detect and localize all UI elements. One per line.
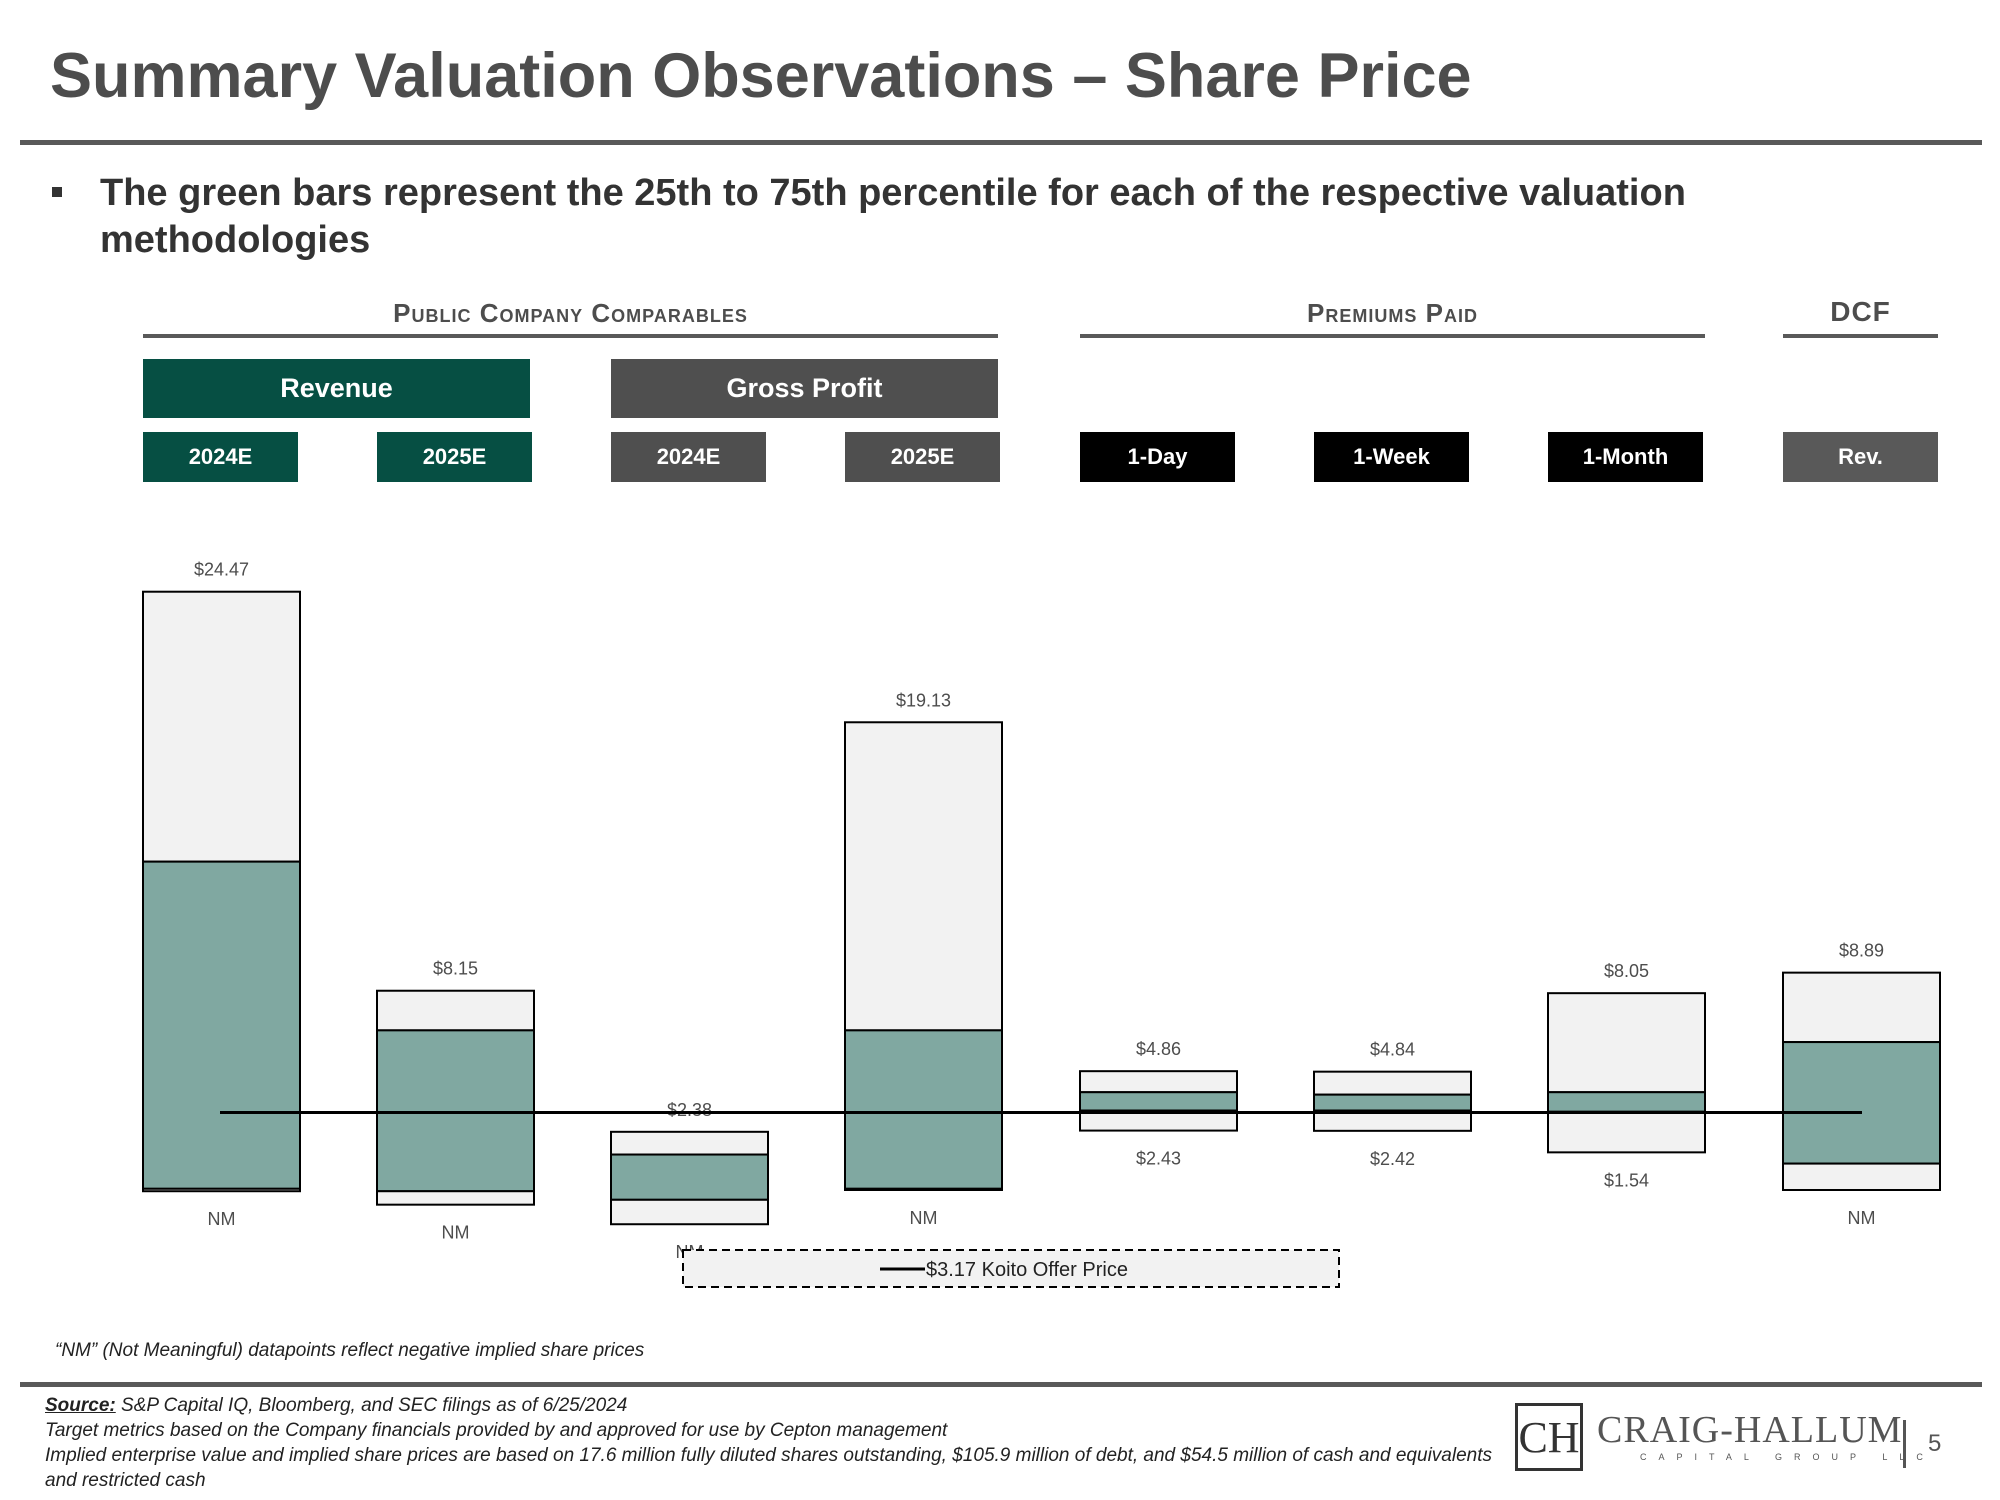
bar-lower-range [844, 1187, 1003, 1191]
chart-legend [682, 1249, 1340, 1288]
logo-name: CRAIG-HALLUM [1597, 1409, 1903, 1451]
bar-upper-range [142, 590, 301, 863]
header-dcf-rev: Rev. [1783, 432, 1938, 482]
source-label: Source: [45, 1395, 116, 1416]
section-public-comps: Public Company Comparables [393, 298, 748, 328]
bar-low-label: $1.54 [1604, 1170, 1649, 1190]
section-dcf: DCF [1830, 296, 1891, 327]
logo-separator [1903, 1420, 1906, 1468]
nm-footnote: “NM” (Not Meaningful) datapoints reflect… [55, 1340, 645, 1361]
bar-low-label: $2.43 [1136, 1149, 1181, 1169]
bar-upper-range [1313, 1070, 1472, 1096]
bar-upper-range [844, 721, 1003, 1032]
header-gross-profit-2024e: 2024E [611, 432, 766, 482]
source-line-2: Target metrics based on the Company fina… [45, 1420, 948, 1441]
bar-lower-range [610, 1198, 769, 1226]
bar-high-label: $8.89 [1839, 941, 1884, 961]
bar-lower-range [1782, 1162, 1941, 1191]
bar-low-label: NM [442, 1223, 470, 1243]
bar-interquartile [844, 1029, 1003, 1190]
bar-lower-range [376, 1190, 535, 1206]
section-public-comps-rule [143, 334, 998, 338]
bar-high-label: $24.47 [194, 560, 249, 580]
header-1-month: 1-Month [1548, 432, 1703, 482]
bar-low-label: NM [910, 1208, 938, 1228]
bar-upper-range [1079, 1070, 1238, 1094]
section-premiums-paid: Premiums Paid [1307, 298, 1478, 328]
bar-upper-range [610, 1130, 769, 1156]
header-revenue-2024e: 2024E [143, 432, 298, 482]
header-gross-profit-2025e: 2025E [845, 432, 1000, 482]
source-notes: Source: S&P Capital IQ, Bloomberg, and S… [45, 1393, 1505, 1493]
bar-high-label: $19.13 [896, 690, 951, 710]
group-revenue: Revenue [143, 359, 530, 418]
header-revenue-2025e: 2025E [377, 432, 532, 482]
bar-low-label: $2.42 [1370, 1149, 1415, 1169]
bar-interquartile [1079, 1091, 1238, 1112]
bullet-square-icon [52, 187, 62, 197]
bar-low-label: NM [208, 1209, 236, 1229]
bar-interquartile [1782, 1041, 1941, 1165]
legend-label: $3.17 Koito Offer Price [926, 1259, 1128, 1281]
bar-lower-range [1547, 1110, 1706, 1154]
footer-rule [20, 1382, 1982, 1387]
bar-upper-range [376, 989, 535, 1032]
header-1-week: 1-Week [1314, 432, 1469, 482]
bar-high-label: $4.84 [1370, 1040, 1415, 1060]
bar-high-label: $2.38 [667, 1100, 712, 1120]
bar-interquartile [376, 1029, 535, 1193]
bar-low-label: NM [1848, 1208, 1876, 1228]
bar-high-label: $4.86 [1136, 1039, 1181, 1059]
source-line-3: Implied enterprise value and implied sha… [45, 1445, 1492, 1491]
bar-interquartile [1547, 1091, 1706, 1113]
logo-tagline: CAPITAL GROUP LLC [1640, 1452, 1935, 1462]
page-title: Summary Valuation Observations – Share P… [50, 41, 1472, 111]
bar-lower-range [142, 1187, 301, 1193]
bar-upper-range [1782, 971, 1941, 1044]
bar-lower-range [1313, 1109, 1472, 1132]
title-rule [20, 140, 1982, 145]
section-premiums-paid-rule [1080, 334, 1705, 338]
bar-interquartile [610, 1153, 769, 1201]
group-gross-profit: Gross Profit [611, 359, 998, 418]
bar-upper-range [1547, 992, 1706, 1094]
bar-interquartile [142, 860, 301, 1190]
bullet-text: The green bars represent the 25th to 75t… [100, 172, 1686, 261]
page-number: 5 [1928, 1430, 1942, 1457]
bar-high-label: $8.05 [1604, 961, 1649, 981]
bar-high-label: $8.15 [433, 959, 478, 979]
source-line-1: S&P Capital IQ, Bloomberg, and SEC filin… [121, 1395, 628, 1416]
bar-interquartile [1313, 1093, 1472, 1112]
craig-hallum-monogram-logo: CH [1515, 1403, 1583, 1471]
header-1-day: 1-Day [1080, 432, 1235, 482]
bar-lower-range [1079, 1109, 1238, 1132]
section-dcf-rule [1783, 334, 1938, 338]
